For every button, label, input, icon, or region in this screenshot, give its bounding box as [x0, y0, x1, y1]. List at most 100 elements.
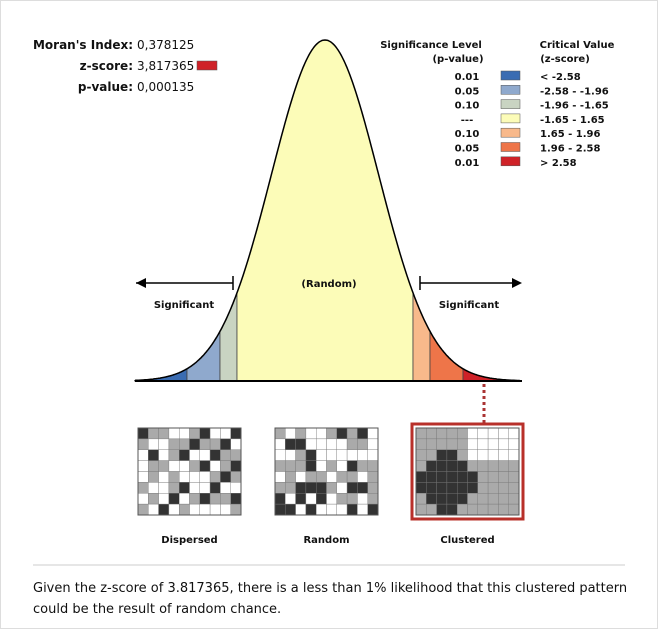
- map-cell: [316, 493, 327, 505]
- map-cell: [487, 503, 499, 516]
- map-cell: [189, 449, 201, 461]
- map-cell: [487, 449, 499, 461]
- map-cell: [137, 460, 149, 472]
- map-cell: [508, 438, 520, 450]
- map-cell: [295, 493, 307, 505]
- map-cell: [137, 493, 149, 505]
- map-cell: [357, 503, 368, 516]
- map-cell: [415, 438, 427, 450]
- map-cell: [148, 438, 159, 450]
- map-cell: [467, 482, 479, 494]
- map-cell: [346, 438, 358, 450]
- map-cell: [446, 427, 458, 440]
- map-cell: [357, 482, 368, 494]
- map-cell: [415, 471, 427, 483]
- map-cell: [326, 482, 338, 494]
- map-cell: [357, 427, 368, 440]
- legend-z: -2.58 - -1.96: [540, 86, 609, 97]
- map-cell: [426, 493, 437, 505]
- stat-label: z-score:: [80, 59, 133, 73]
- map-cell: [274, 471, 286, 483]
- map-cell: [137, 427, 149, 440]
- map-cell: [295, 460, 307, 472]
- map-cell: [137, 449, 149, 461]
- map-label: Dispersed: [161, 535, 217, 546]
- legend-p: 0.10: [455, 101, 480, 112]
- map-cell: [285, 482, 296, 494]
- map-cell: [336, 471, 348, 483]
- map-cell: [158, 438, 170, 450]
- map-cell: [367, 482, 379, 494]
- legend-z: -1.65 - 1.65: [540, 115, 605, 126]
- map-cell: [168, 460, 180, 472]
- map-cell: [178, 471, 190, 483]
- map-cell: [230, 471, 242, 483]
- map-cell: [148, 449, 159, 461]
- map-cell: [199, 449, 211, 461]
- map-cell: [487, 438, 499, 450]
- map-cell: [446, 460, 458, 472]
- map-cell: [220, 482, 231, 494]
- map-cell: [477, 427, 489, 440]
- legend-title: Significance Level: [380, 40, 482, 51]
- stat-value: 0,000135: [137, 80, 194, 94]
- map-cell: [305, 493, 317, 505]
- map-cell: [336, 482, 348, 494]
- map-highlight: [410, 422, 525, 521]
- map-cell: [168, 438, 180, 450]
- map-cell: [274, 449, 286, 461]
- map-cell: [436, 460, 448, 472]
- map-cell: [220, 438, 231, 450]
- map-cell: [446, 482, 458, 494]
- map-cell: [457, 471, 468, 483]
- map-cell: [357, 449, 368, 461]
- map-cell: [467, 493, 479, 505]
- map-cell: [209, 427, 221, 440]
- map-cell: [357, 438, 368, 450]
- map-cell: [305, 460, 317, 472]
- map-cell: [230, 438, 242, 450]
- map-cell: [316, 438, 327, 450]
- map-cell: [426, 471, 437, 483]
- map-cell: [178, 460, 190, 472]
- map-cell: [508, 460, 520, 472]
- map-cell: [295, 482, 307, 494]
- map-cell: [498, 460, 509, 472]
- map-cell: [209, 438, 221, 450]
- map-cell: [189, 438, 201, 450]
- map-cell: [508, 493, 520, 505]
- map-cell: [426, 449, 437, 461]
- map-cell: [295, 503, 307, 516]
- map-cell: [367, 460, 379, 472]
- map-cell: [178, 493, 190, 505]
- map-cell: [415, 493, 427, 505]
- map-cell: [426, 460, 437, 472]
- map-cell: [426, 503, 437, 516]
- map-cell: [189, 493, 201, 505]
- map-cell: [209, 493, 221, 505]
- map-cell: [316, 427, 327, 440]
- stat-value: 0,378125: [137, 38, 194, 52]
- map-cell: [295, 471, 307, 483]
- caption: could be the result of random chance.: [33, 602, 281, 617]
- map-cell: [295, 427, 307, 440]
- legend-swatch: [500, 142, 521, 152]
- map-cell: [446, 438, 458, 450]
- map-cell: [467, 427, 479, 440]
- map-cell: [357, 460, 368, 472]
- map-cell: [230, 493, 242, 505]
- map-cell: [148, 503, 159, 516]
- map-cell: [199, 482, 211, 494]
- legend-z: > 2.58: [540, 158, 577, 169]
- map-cell: [220, 471, 231, 483]
- arrow-left-head: [136, 278, 146, 288]
- map-cell: [168, 471, 180, 483]
- legend-swatch: [500, 99, 521, 109]
- map-cell: [199, 427, 211, 440]
- map-cell: [158, 449, 170, 461]
- map-cell: [209, 503, 221, 516]
- map-cell: [436, 427, 448, 440]
- map-cell: [189, 427, 201, 440]
- map-cell: [498, 449, 509, 461]
- map-cell: [168, 482, 180, 494]
